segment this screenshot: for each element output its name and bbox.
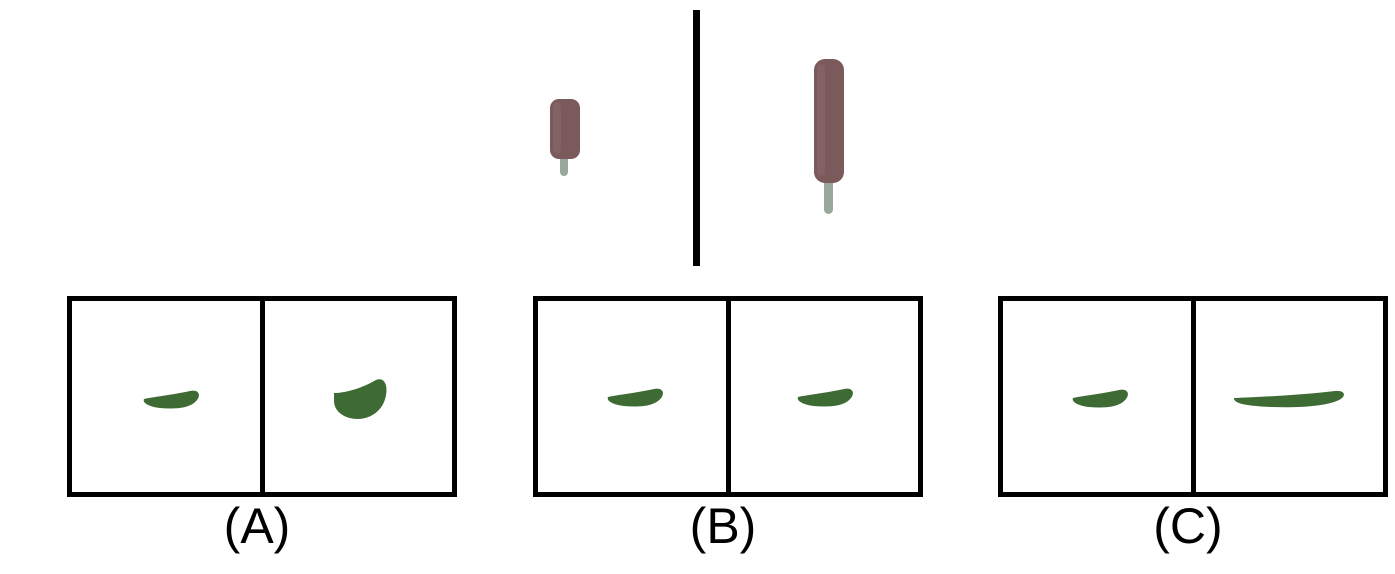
option-b-left-bean — [607, 388, 663, 407]
option-c-label: (C) — [1153, 498, 1223, 554]
option-b-label: (B) — [689, 498, 757, 554]
option-b-panel[interactable] — [533, 296, 923, 497]
option-b-right-bean — [797, 388, 853, 407]
example-right-popsicle — [814, 59, 844, 214]
option-a-right-bean — [334, 379, 387, 419]
option-a-divider — [260, 301, 265, 492]
option-a-label: (A) — [223, 498, 291, 554]
option-c-divider — [1191, 301, 1196, 492]
example-left-popsicle — [550, 99, 580, 176]
option-c-panel[interactable] — [998, 296, 1388, 497]
option-c-left-bean — [1072, 389, 1128, 408]
example-divider — [693, 10, 700, 266]
option-a-panel[interactable] — [67, 296, 457, 497]
option-c-right-bean — [1233, 390, 1344, 408]
option-a-left-bean — [143, 390, 199, 409]
option-b-divider — [726, 301, 731, 492]
